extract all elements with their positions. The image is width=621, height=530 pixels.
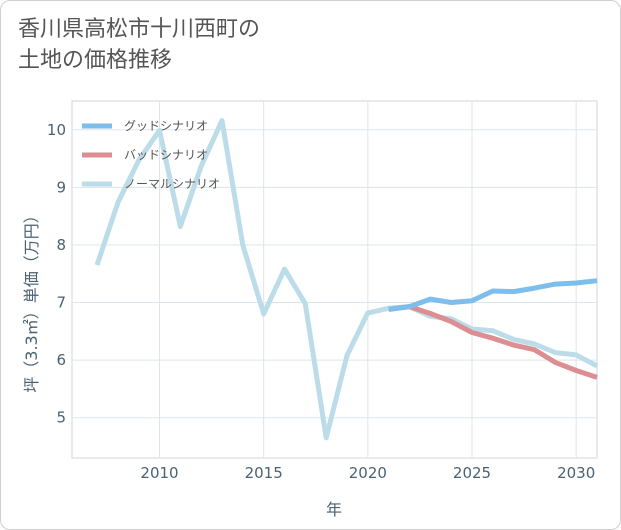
y-tick-label-5: 5: [56, 409, 66, 427]
x-tick-label-2015: 2015: [245, 464, 283, 482]
legend-label-2: ノーマルシナリオ: [124, 177, 220, 191]
x-tick-label-2010: 2010: [140, 464, 178, 482]
chart-title: 香川県高松市十川西町の 土地の価格推移: [18, 14, 260, 76]
series-line-0: [388, 278, 598, 312]
x-tick-label-2020: 2020: [349, 464, 387, 482]
y-tick-label-9: 9: [56, 178, 66, 196]
legend-label-1: バッドシナリオ: [124, 148, 208, 162]
x-axis-label: 年: [326, 500, 342, 519]
series-lines: [94, 118, 599, 441]
series-line-2: [94, 118, 599, 441]
y-tick-label-10: 10: [47, 121, 66, 139]
chart-title-line-2: 土地の価格推移: [18, 48, 173, 73]
x-tick-label-2025: 2025: [453, 464, 491, 482]
legend-label-0: グッドシナリオ: [124, 119, 208, 133]
y-tick-label-8: 8: [56, 236, 66, 254]
x-tick-label-2030: 2030: [557, 464, 595, 482]
y-tick-label-6: 6: [56, 351, 66, 369]
series-line-1: [388, 304, 598, 380]
y-axis-label: 坪（3.3㎡）単価（万円）: [22, 207, 41, 392]
plot-area-frame: [71, 100, 598, 459]
y-tick-label-7: 7: [56, 294, 66, 312]
tick-labels: 2010 2015 2020 2025 2030 5 6 7 8 9 10: [47, 121, 595, 482]
chart-title-line-1: 香川県高松市十川西町の: [18, 17, 261, 42]
